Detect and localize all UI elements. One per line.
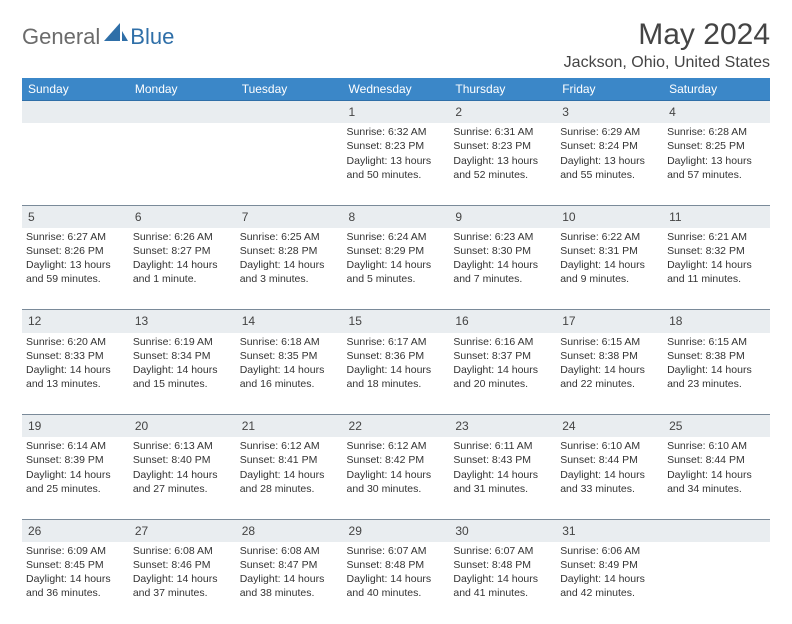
- day-detail-cell: Sunrise: 6:19 AMSunset: 8:34 PMDaylight:…: [129, 333, 236, 415]
- day-detail-cell: Sunrise: 6:13 AMSunset: 8:40 PMDaylight:…: [129, 437, 236, 519]
- day-number-cell: 8: [343, 205, 450, 228]
- day-number-cell: 5: [22, 205, 129, 228]
- day-number-cell: 13: [129, 310, 236, 333]
- day-detail-cell: Sunrise: 6:21 AMSunset: 8:32 PMDaylight:…: [663, 228, 770, 310]
- title-block: May 2024 Jackson, Ohio, United States: [564, 18, 770, 72]
- day-number-cell: 7: [236, 205, 343, 228]
- day-number-cell: [129, 101, 236, 124]
- day-number-cell: [236, 101, 343, 124]
- day-number-cell: 21: [236, 415, 343, 438]
- day-number-cell: 20: [129, 415, 236, 438]
- day-detail-cell: Sunrise: 6:27 AMSunset: 8:26 PMDaylight:…: [22, 228, 129, 310]
- day-number-cell: 25: [663, 415, 770, 438]
- day-number-cell: 16: [449, 310, 556, 333]
- header: General Blue May 2024 Jackson, Ohio, Uni…: [22, 18, 770, 72]
- day-detail-cell: Sunrise: 6:15 AMSunset: 8:38 PMDaylight:…: [663, 333, 770, 415]
- day-detail-cell: Sunrise: 6:25 AMSunset: 8:28 PMDaylight:…: [236, 228, 343, 310]
- day-detail-cell: Sunrise: 6:20 AMSunset: 8:33 PMDaylight:…: [22, 333, 129, 415]
- day-number-cell: 28: [236, 519, 343, 542]
- day-detail-cell: Sunrise: 6:17 AMSunset: 8:36 PMDaylight:…: [343, 333, 450, 415]
- day-number-row: 567891011: [22, 205, 770, 228]
- day-number-cell: [22, 101, 129, 124]
- day-detail-row: Sunrise: 6:32 AMSunset: 8:23 PMDaylight:…: [22, 123, 770, 205]
- day-number-cell: 3: [556, 101, 663, 124]
- day-number-cell: 29: [343, 519, 450, 542]
- day-number-cell: 22: [343, 415, 450, 438]
- weekday-header: Monday: [129, 78, 236, 101]
- day-number-cell: 12: [22, 310, 129, 333]
- day-detail-row: Sunrise: 6:27 AMSunset: 8:26 PMDaylight:…: [22, 228, 770, 310]
- day-detail-cell: Sunrise: 6:31 AMSunset: 8:23 PMDaylight:…: [449, 123, 556, 205]
- day-detail-cell: Sunrise: 6:14 AMSunset: 8:39 PMDaylight:…: [22, 437, 129, 519]
- logo: General Blue: [22, 18, 174, 50]
- day-detail-cell: Sunrise: 6:12 AMSunset: 8:41 PMDaylight:…: [236, 437, 343, 519]
- day-number-row: 12131415161718: [22, 310, 770, 333]
- day-detail-cell: Sunrise: 6:11 AMSunset: 8:43 PMDaylight:…: [449, 437, 556, 519]
- weekday-header-row: SundayMondayTuesdayWednesdayThursdayFrid…: [22, 78, 770, 101]
- logo-text-general: General: [22, 24, 100, 50]
- day-number-cell: 15: [343, 310, 450, 333]
- day-detail-cell: Sunrise: 6:32 AMSunset: 8:23 PMDaylight:…: [343, 123, 450, 205]
- logo-text-blue: Blue: [130, 24, 174, 50]
- day-detail-row: Sunrise: 6:14 AMSunset: 8:39 PMDaylight:…: [22, 437, 770, 519]
- day-number-row: 262728293031: [22, 519, 770, 542]
- day-number-cell: 14: [236, 310, 343, 333]
- day-number-row: 1234: [22, 101, 770, 124]
- day-detail-row: Sunrise: 6:20 AMSunset: 8:33 PMDaylight:…: [22, 333, 770, 415]
- day-detail-cell: Sunrise: 6:29 AMSunset: 8:24 PMDaylight:…: [556, 123, 663, 205]
- day-number-cell: 19: [22, 415, 129, 438]
- weekday-header: Saturday: [663, 78, 770, 101]
- day-detail-cell: Sunrise: 6:28 AMSunset: 8:25 PMDaylight:…: [663, 123, 770, 205]
- day-number-cell: 9: [449, 205, 556, 228]
- day-number-cell: 31: [556, 519, 663, 542]
- day-detail-cell: Sunrise: 6:10 AMSunset: 8:44 PMDaylight:…: [556, 437, 663, 519]
- day-number-cell: [663, 519, 770, 542]
- location: Jackson, Ohio, United States: [564, 54, 770, 72]
- weekday-header: Friday: [556, 78, 663, 101]
- day-detail-cell: [129, 123, 236, 205]
- day-detail-cell: Sunrise: 6:10 AMSunset: 8:44 PMDaylight:…: [663, 437, 770, 519]
- day-detail-cell: Sunrise: 6:12 AMSunset: 8:42 PMDaylight:…: [343, 437, 450, 519]
- day-number-cell: 23: [449, 415, 556, 438]
- day-detail-cell: Sunrise: 6:16 AMSunset: 8:37 PMDaylight:…: [449, 333, 556, 415]
- weekday-header: Thursday: [449, 78, 556, 101]
- day-detail-cell: Sunrise: 6:18 AMSunset: 8:35 PMDaylight:…: [236, 333, 343, 415]
- day-number-cell: 10: [556, 205, 663, 228]
- day-number-cell: 2: [449, 101, 556, 124]
- day-number-cell: 26: [22, 519, 129, 542]
- day-detail-cell: [22, 123, 129, 205]
- calendar-table: SundayMondayTuesdayWednesdayThursdayFrid…: [22, 78, 770, 624]
- weekday-header: Sunday: [22, 78, 129, 101]
- day-number-cell: 30: [449, 519, 556, 542]
- day-number-cell: 6: [129, 205, 236, 228]
- day-detail-cell: [236, 123, 343, 205]
- day-number-cell: 18: [663, 310, 770, 333]
- day-number-cell: 24: [556, 415, 663, 438]
- weekday-header: Tuesday: [236, 78, 343, 101]
- month-title: May 2024: [564, 18, 770, 52]
- day-detail-cell: Sunrise: 6:22 AMSunset: 8:31 PMDaylight:…: [556, 228, 663, 310]
- day-number-row: 19202122232425: [22, 415, 770, 438]
- day-detail-cell: Sunrise: 6:23 AMSunset: 8:30 PMDaylight:…: [449, 228, 556, 310]
- day-number-cell: 17: [556, 310, 663, 333]
- day-number-cell: 4: [663, 101, 770, 124]
- day-detail-cell: Sunrise: 6:26 AMSunset: 8:27 PMDaylight:…: [129, 228, 236, 310]
- sail-icon: [104, 23, 128, 48]
- day-detail-cell: Sunrise: 6:15 AMSunset: 8:38 PMDaylight:…: [556, 333, 663, 415]
- day-number-cell: 11: [663, 205, 770, 228]
- day-detail-cell: Sunrise: 6:24 AMSunset: 8:29 PMDaylight:…: [343, 228, 450, 310]
- day-number-cell: 27: [129, 519, 236, 542]
- day-number-cell: 1: [343, 101, 450, 124]
- weekday-header: Wednesday: [343, 78, 450, 101]
